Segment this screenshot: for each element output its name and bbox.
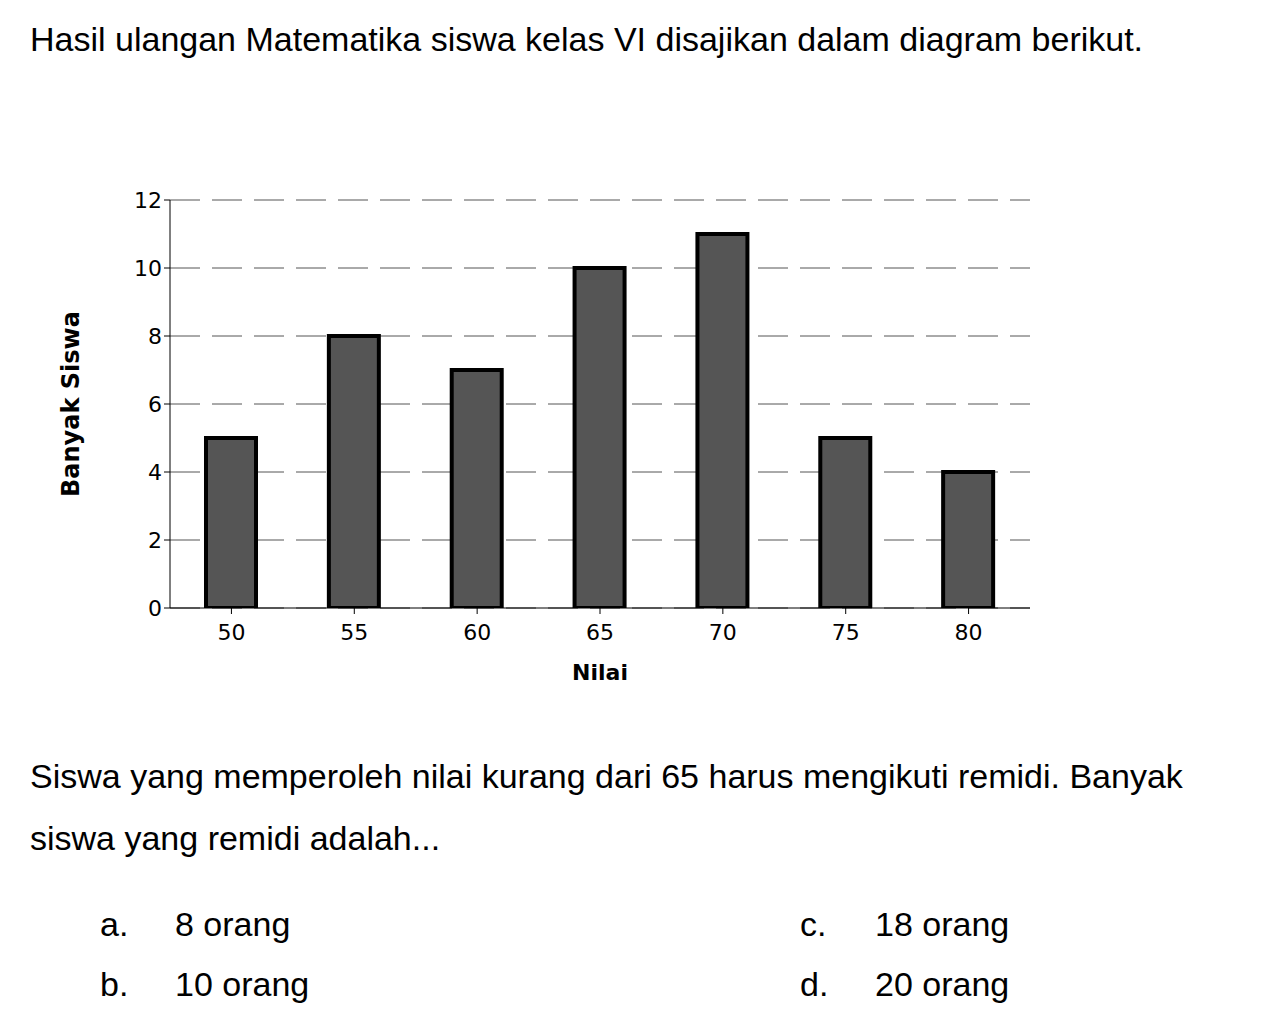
svg-text:12: 12 [134, 188, 162, 213]
html-text:18 orang: 18 orang [875, 905, 1010, 943]
svg-text:Nilai: Nilai [572, 660, 628, 685]
svg-text:10: 10 [134, 256, 162, 281]
html-text:Siswa yang memperoleh nilai ku: Siswa yang memperoleh nilai kurang dari … [30, 757, 1183, 857]
html-text:Hasil ulangan Matematika siswa: Hasil ulangan Matematika siswa kelas VI … [30, 20, 1144, 58]
svg-text:80: 80 [955, 620, 983, 645]
svg-text:75: 75 [832, 620, 860, 645]
html-text:20 orang: 20 orang [875, 965, 1010, 1003]
svg-text:65: 65 [586, 620, 614, 645]
svg-text:0: 0 [148, 596, 162, 621]
html-text:a.: a. [100, 905, 129, 943]
svg-text:8: 8 [148, 324, 162, 349]
svg-text:4: 4 [148, 460, 162, 485]
html-text:b.: b. [100, 965, 129, 1003]
svg-text:2: 2 [148, 528, 162, 553]
html-text:d.: d. [800, 965, 829, 1003]
html-text:10 orang: 10 orang [175, 965, 310, 1003]
svg-text:Banyak Siswa: Banyak Siswa [57, 311, 85, 497]
svg-text:55: 55 [340, 620, 368, 645]
svg-text:50: 50 [217, 620, 245, 645]
svg-text:70: 70 [709, 620, 737, 645]
svg-text:6: 6 [148, 392, 162, 417]
html-text:8 orang: 8 orang [175, 905, 291, 943]
svg-text:60: 60 [463, 620, 491, 645]
html-text:c.: c. [800, 905, 827, 943]
